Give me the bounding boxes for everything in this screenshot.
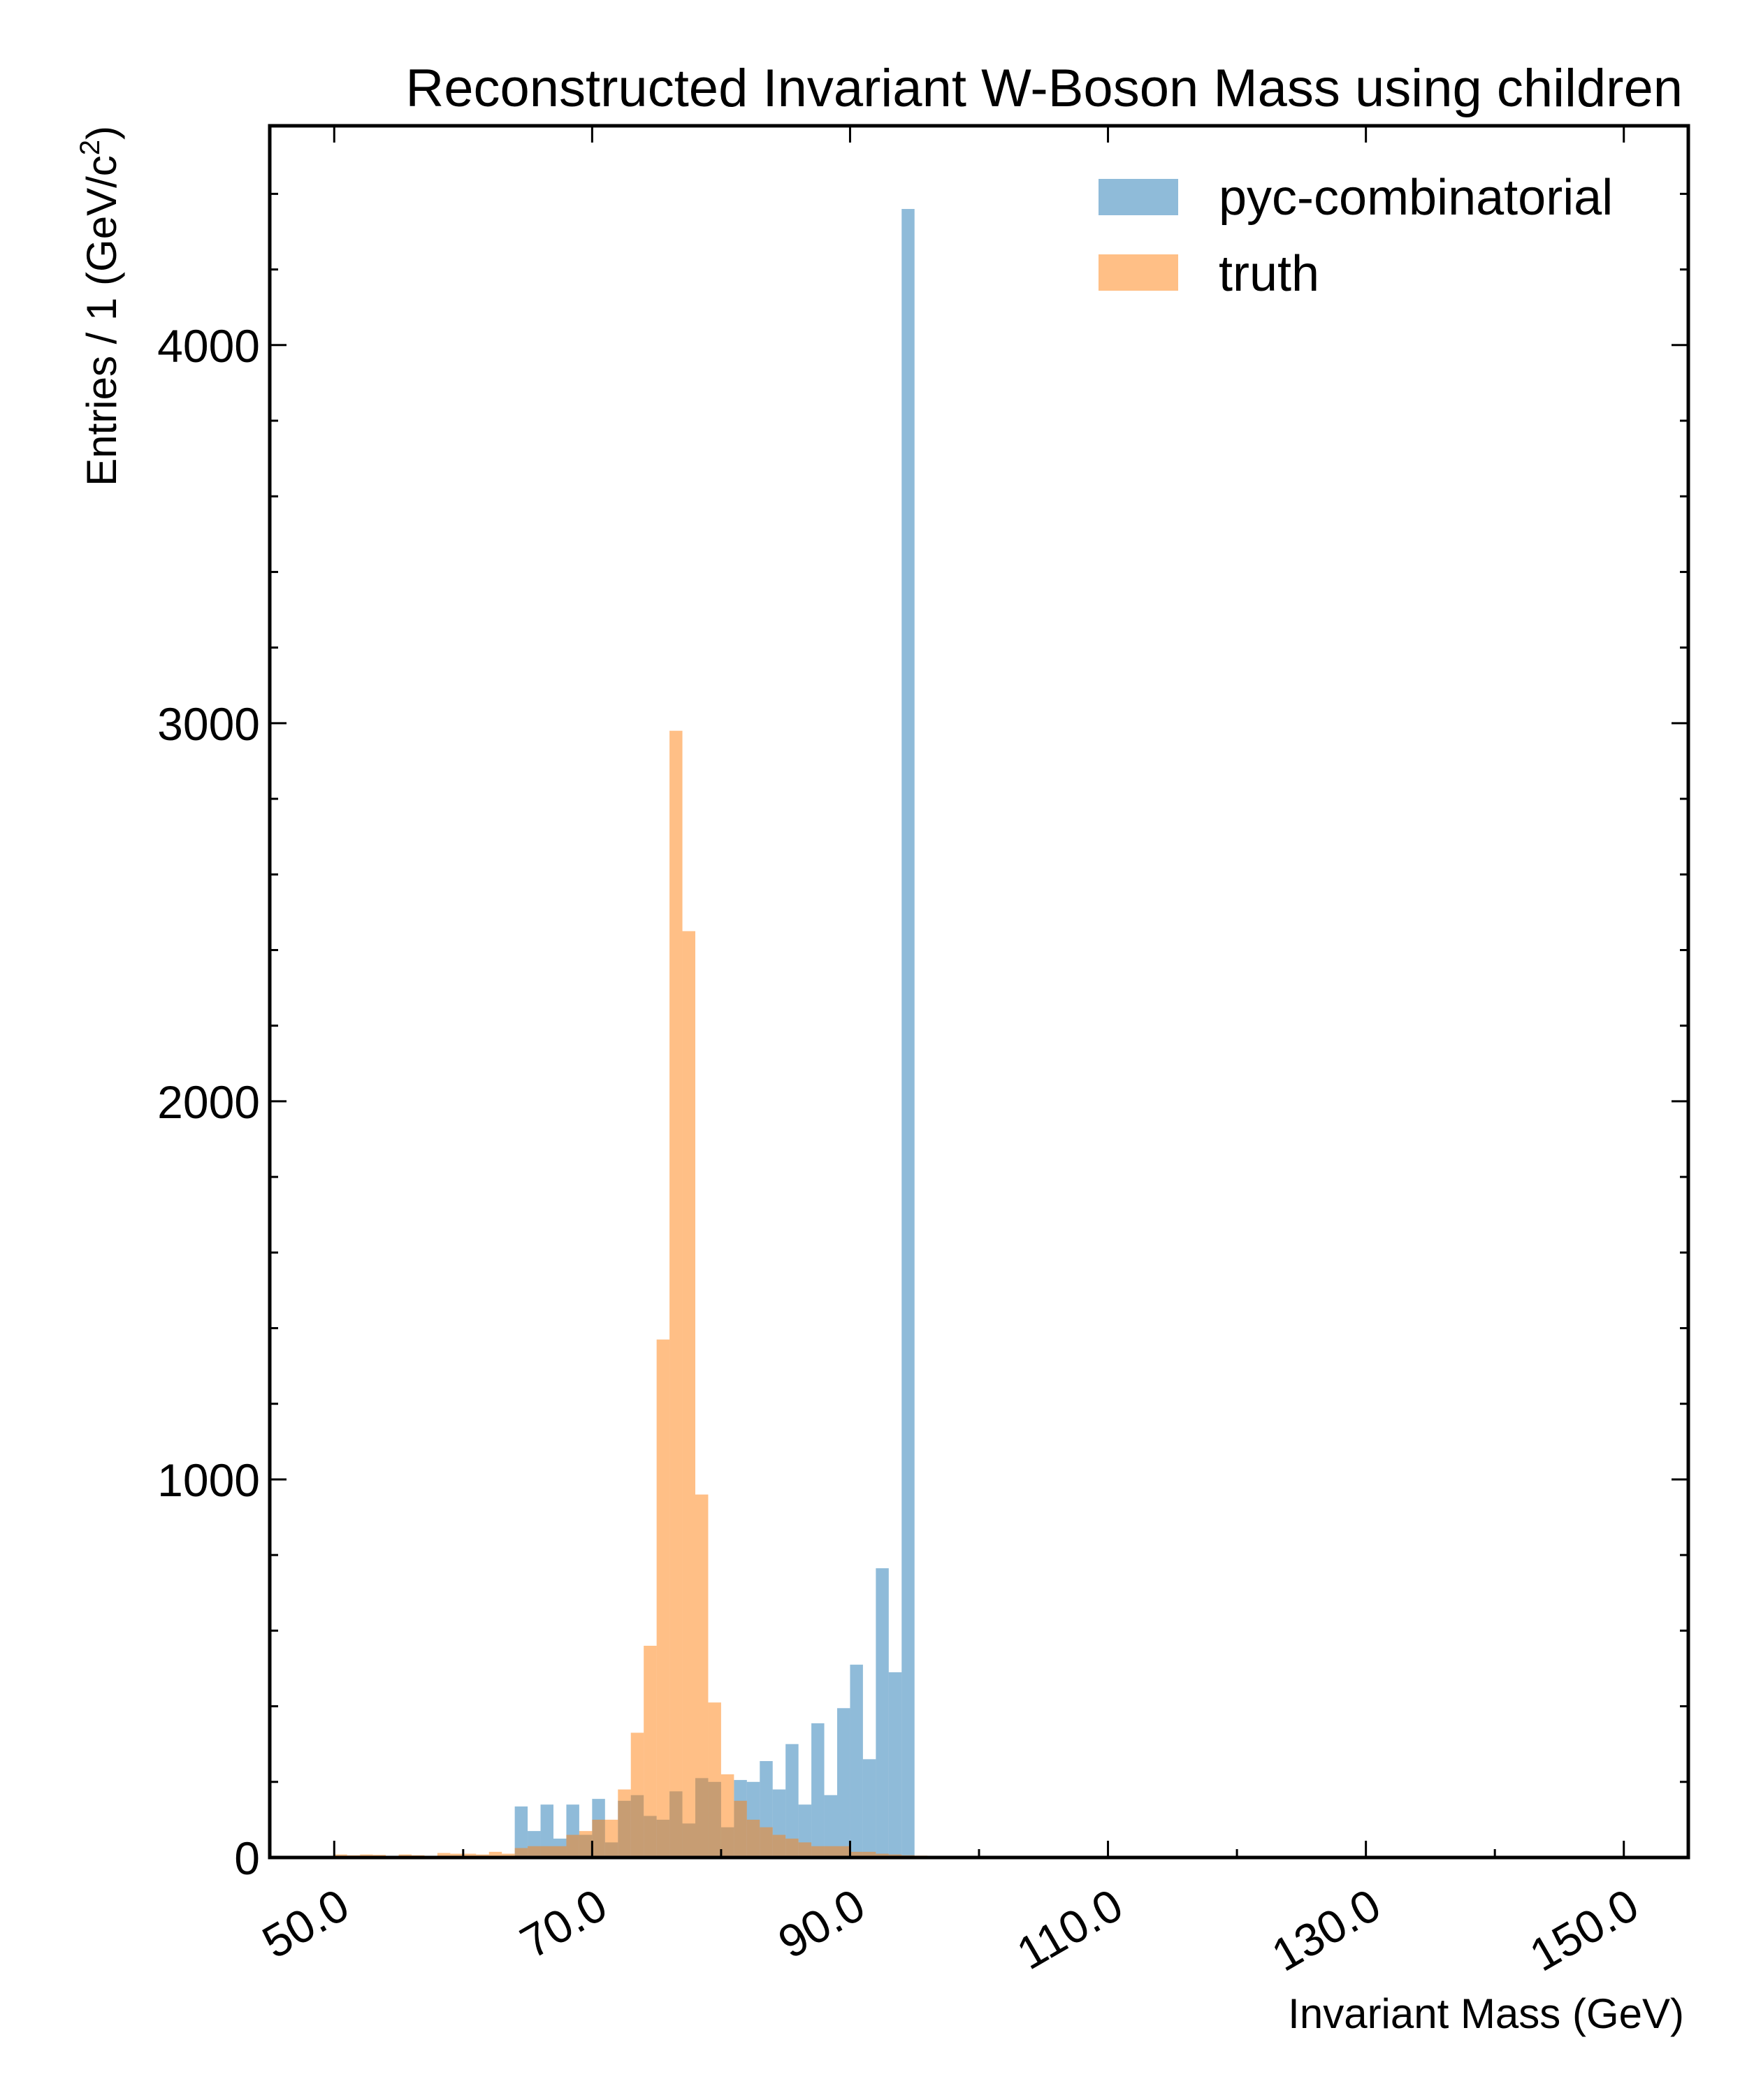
bar-truth [604,1819,618,1858]
x-tick-label: 50.0 [254,1878,357,1968]
plot-frame [268,124,1690,1860]
bars-layer [334,209,1082,1858]
bar-truth [488,1851,502,1858]
bar-truth [746,1819,760,1858]
y-tick-label: 2000 [157,1076,260,1128]
bar-truth [837,1846,850,1858]
x-tick-label: 70.0 [512,1878,615,1968]
y-tick-label: 1000 [157,1454,260,1506]
bar-truth [760,1827,773,1858]
y-axis-label-suffix: ) [78,126,125,140]
bar-pyc-combinatorial [888,1672,902,1858]
bar-truth [798,1842,812,1858]
bar-truth [528,1846,541,1858]
series-truth [334,730,1082,1858]
bar-truth [644,1646,657,1858]
y-tick-label: 0 [234,1832,260,1884]
y-axis-label-main: Entries / 1 (GeV/c [78,155,125,486]
bar-truth [669,730,683,1858]
bar-pyc-combinatorial [824,1795,837,1858]
legend-label-truth: truth [1219,246,1319,302]
x-axis-label: Invariant Mass (GeV) [1288,1990,1684,2037]
x-tick-label: 130.0 [1263,1878,1389,1981]
bar-truth [772,1834,786,1858]
bar-pyc-combinatorial [901,209,915,1858]
bar-truth [824,1846,837,1858]
bar-truth [811,1846,825,1858]
bar-truth [695,1494,709,1858]
legend: pyc-combinatorial truth [1099,170,1613,302]
legend-label-pyc-combinatorial: pyc-combinatorial [1219,170,1613,226]
bar-truth [720,1774,734,1858]
ticks-layer: 50.0 70.0 90.0 110.0 130.0 150.0 0 1000 2000 3000… [157,126,1688,1981]
chart-title: Reconstructed Invariant W-Boson Mass usi… [405,59,1683,118]
bar-pyc-combinatorial [785,1744,799,1858]
bar-truth [618,1789,631,1858]
bar-pyc-combinatorial [514,1806,528,1858]
y-axis-label-superscript: 2 [75,140,106,155]
bar-pyc-combinatorial [876,1568,889,1858]
bar-truth [566,1834,579,1858]
bar-truth [592,1819,605,1858]
bar-truth [682,931,695,1858]
y-tick-label: 3000 [157,698,260,750]
bar-truth [630,1732,644,1858]
x-tick-label: 150.0 [1521,1878,1647,1981]
bar-truth [862,1851,876,1858]
bar-pyc-combinatorial [862,1759,876,1858]
legend-swatch-pyc-combinatorial [1099,179,1178,215]
bar-truth [579,1831,593,1858]
bar-pyc-combinatorial [837,1708,850,1858]
bar-truth [656,1339,670,1858]
bar-truth [708,1702,721,1858]
legend-swatch-truth [1099,254,1178,291]
bar-truth [450,1853,463,1858]
bar-truth [876,1853,889,1858]
bar-pyc-combinatorial [540,1804,553,1858]
bar-truth [850,1851,863,1858]
bar-truth [514,1848,528,1858]
bar-truth [437,1853,451,1858]
y-tick-label: 4000 [157,320,260,372]
bar-truth [502,1853,515,1858]
bar-truth [553,1846,567,1858]
bar-truth [540,1846,553,1858]
series-pyc-combinatorial [514,209,915,1858]
bar-truth [463,1853,477,1858]
y-axis-label: Entries / 1 (GeV/c2) [75,126,125,486]
bar-truth [734,1800,747,1858]
bar-pyc-combinatorial [850,1665,863,1858]
x-tick-label: 110.0 [1008,1878,1131,1979]
bar-truth [785,1838,799,1858]
bar-pyc-combinatorial [811,1723,825,1858]
x-tick-label: 90.0 [769,1878,873,1968]
